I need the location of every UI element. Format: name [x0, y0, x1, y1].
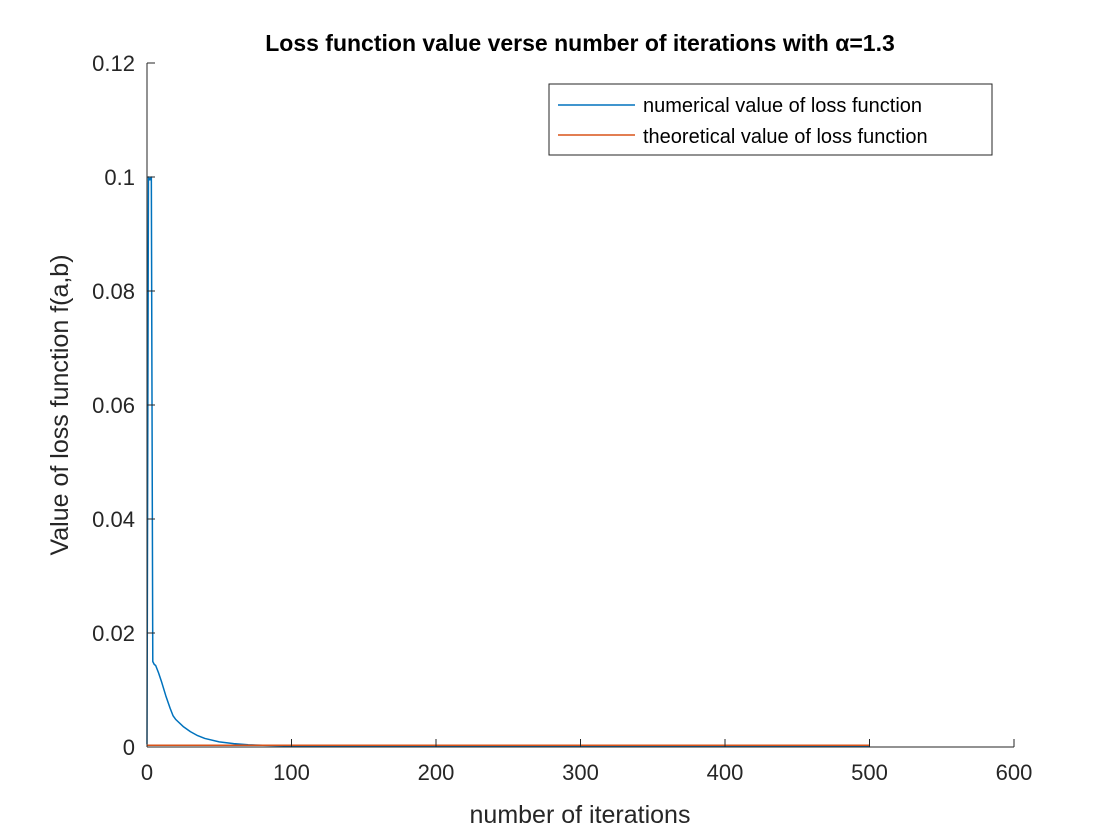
y-tick-label: 0: [123, 735, 135, 760]
legend: numerical value of loss function theoret…: [548, 83, 993, 156]
axes-layer: 0 100 200 300 400 500 600 0 0.02 0.04 0.06 0.08 0.1 0…: [92, 51, 1032, 785]
y-axis-label: Value of loss function f(a,b): [46, 254, 74, 555]
x-tick-label: 500: [851, 760, 888, 785]
plot-area: [147, 63, 1014, 747]
series-layer: [146, 176, 870, 747]
y-tick-label: 0.02: [92, 621, 135, 646]
x-tick-label: 0: [141, 760, 153, 785]
y-tick-label: 0.08: [92, 279, 135, 304]
legend-label-numerical: numerical value of loss function: [643, 95, 922, 117]
x-tick-label: 400: [707, 760, 744, 785]
x-tick-label: 100: [273, 760, 310, 785]
x-tick-label: 600: [996, 760, 1033, 785]
chart-title: Loss function value verse number of iter…: [265, 30, 895, 56]
x-tick-label: 300: [562, 760, 599, 785]
y-tick-label: 0.12: [92, 51, 135, 76]
y-tick-label: 0.06: [92, 393, 135, 418]
y-tick-label: 0.1: [104, 165, 135, 190]
x-tick-label: 200: [418, 760, 455, 785]
legend-label-theoretical: theoretical value of loss function: [643, 126, 928, 148]
legend-box: [548, 83, 993, 156]
y-tick-label: 0.04: [92, 507, 135, 532]
x-axis-label: number of iterations: [470, 801, 691, 829]
